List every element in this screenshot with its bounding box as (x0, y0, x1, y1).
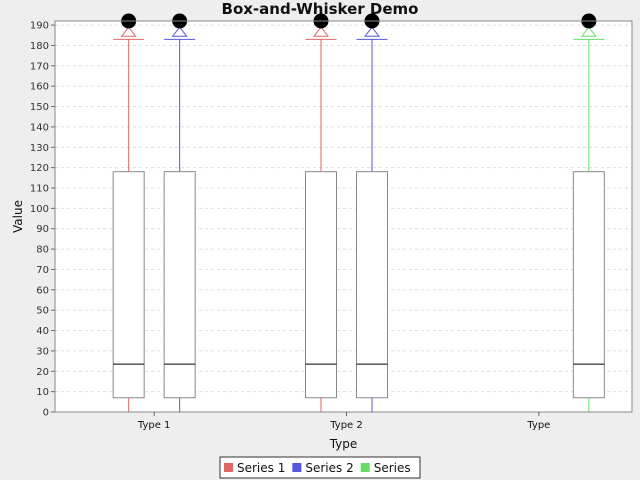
legend-swatch (224, 463, 233, 472)
boxes (112, 13, 605, 413)
far-out-marker (120, 26, 137, 37)
y-tick-label: 10 (36, 387, 49, 398)
y-tick-label: 160 (30, 82, 49, 93)
y-tick-label: 190 (30, 21, 49, 32)
y-tick-label: 110 (30, 183, 49, 194)
grid-lines (55, 24, 632, 393)
chart-title: Box-and-Whisker Demo (222, 0, 419, 18)
box-series-2 (163, 13, 196, 413)
y-tick-label: 100 (30, 204, 49, 215)
far-out-marker (580, 26, 597, 37)
y-tick-label: 130 (30, 143, 49, 154)
y-tick-label: 0 (43, 408, 49, 419)
legend-label: Series 1 (237, 461, 285, 475)
x-tick-label: Type 2 (329, 420, 363, 431)
box-body (305, 171, 337, 399)
axes: 0 10 20 30 40 50 60 70 80 90 100 110 120 130 140 150 160… (30, 20, 633, 431)
far-out-marker (312, 26, 330, 37)
box-series-2 (356, 13, 388, 413)
x-axis-title: Type (329, 437, 358, 451)
x-tick-label: Type 1 (137, 420, 171, 431)
legend-swatch (360, 463, 370, 472)
y-tick-label: 50 (36, 306, 49, 317)
box-body (356, 171, 388, 399)
y-tick-label: 40 (36, 326, 49, 337)
y-tick-label: 30 (36, 346, 49, 357)
box-body (572, 171, 605, 399)
plot-border (54, 20, 633, 413)
box-body (112, 171, 145, 399)
legend: Series 1 Series 2 Series (219, 456, 421, 479)
y-tick-label: 150 (30, 102, 49, 113)
legend-label: Series 2 (305, 461, 353, 475)
y-tick-label: 180 (30, 41, 49, 52)
box-series-1 (112, 13, 145, 413)
box-series (572, 13, 605, 413)
y-tick-label: 60 (36, 285, 49, 296)
y-tick-label: 90 (36, 224, 49, 235)
legend-item: Series 1 (224, 461, 285, 475)
y-tick-label: 170 (30, 61, 49, 72)
y-tick-label: 120 (30, 163, 49, 174)
far-out-marker (363, 26, 381, 37)
legend-item: Series (360, 461, 411, 475)
far-out-marker (171, 26, 188, 37)
legend-label: Series (374, 461, 411, 475)
legend-item: Series 2 (292, 461, 354, 475)
y-tick-label: 140 (30, 122, 49, 133)
y-tick-label: 20 (36, 367, 49, 378)
y-tick-label: 70 (36, 265, 49, 276)
y-tick-label: 80 (36, 245, 49, 256)
x-tick-label: Type (526, 420, 550, 431)
box-body (163, 171, 196, 399)
y-axis-title: Value (11, 200, 25, 233)
box-series-1 (305, 13, 337, 413)
legend-box (219, 456, 421, 479)
legend-swatch (292, 463, 302, 472)
